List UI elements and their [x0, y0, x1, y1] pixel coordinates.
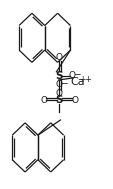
Text: −: −: [72, 70, 80, 79]
Text: O: O: [71, 96, 78, 105]
Text: −: −: [59, 78, 67, 87]
Text: O: O: [55, 80, 62, 89]
Text: O: O: [68, 71, 75, 80]
Text: S: S: [55, 71, 62, 81]
Text: ++: ++: [79, 75, 91, 84]
Text: O: O: [55, 53, 62, 62]
Text: O: O: [40, 96, 47, 105]
Text: Ca: Ca: [70, 77, 84, 87]
Text: S: S: [55, 95, 62, 105]
Text: O: O: [55, 89, 62, 98]
